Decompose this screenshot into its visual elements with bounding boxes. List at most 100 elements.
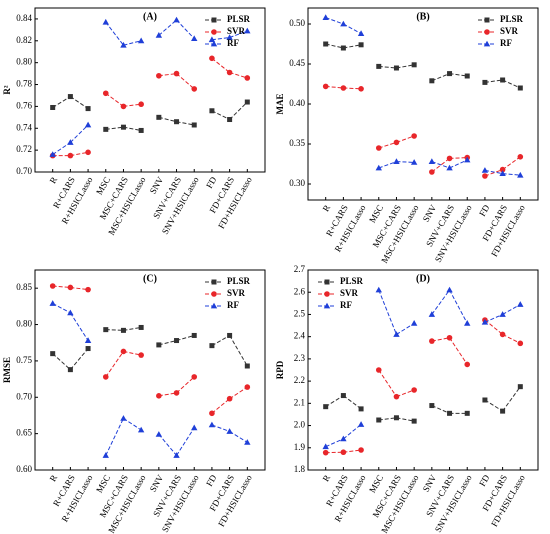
data-point: [103, 126, 109, 132]
data-point: [138, 324, 144, 330]
y-tick-label: 1.9: [294, 442, 306, 452]
plot-frame: [34, 269, 266, 471]
y-tick-label: 0.76: [16, 100, 32, 110]
series-line: [484, 399, 503, 412]
data-point: [446, 286, 453, 293]
panel-title: (A): [143, 11, 157, 22]
series-line: [229, 431, 248, 443]
series-line: [158, 73, 177, 77]
y-tick-label: 0.30: [289, 178, 305, 188]
data-point: [85, 149, 91, 156]
data-point: [174, 119, 180, 125]
series-line: [105, 126, 124, 130]
series-line: [325, 17, 344, 25]
series-line: [343, 395, 362, 410]
series-line: [378, 161, 397, 169]
series-line: [69, 312, 89, 341]
series-line: [396, 135, 415, 143]
panel-title: (C): [143, 273, 157, 284]
legend-marker: [210, 302, 218, 309]
data-point: [322, 443, 329, 450]
data-point: [429, 78, 435, 84]
series-line: [52, 96, 71, 108]
y-tick-label: 2.0: [294, 420, 306, 430]
x-tick-label: R: [321, 473, 333, 483]
y-tick-label: 0.45: [289, 58, 305, 68]
y-tick-label: 2.6: [294, 286, 306, 296]
y-tick-label: 2.4: [294, 331, 306, 341]
data-point: [358, 86, 364, 92]
data-point: [358, 42, 364, 48]
series-line: [378, 65, 397, 69]
data-point: [244, 363, 250, 369]
series-line: [158, 392, 177, 397]
data-point: [156, 114, 162, 120]
series-line: [105, 21, 124, 46]
legend-label: SVR: [227, 26, 246, 36]
panel-title: (D): [416, 273, 430, 284]
y-tick-label: 0.50: [289, 18, 305, 28]
data-point: [49, 300, 56, 306]
data-point: [226, 69, 233, 76]
y-tick-label: 0.80: [16, 57, 32, 67]
series-line: [484, 169, 503, 177]
data-point: [322, 83, 329, 90]
data-point: [464, 156, 471, 163]
data-point: [120, 327, 126, 333]
data-point: [517, 171, 524, 178]
data-point: [464, 410, 470, 416]
data-point: [358, 447, 364, 453]
data-point: [85, 286, 91, 293]
data-point: [120, 103, 127, 110]
series-line: [229, 101, 248, 120]
x-tick-label: FD: [204, 175, 219, 190]
series-line: [502, 386, 521, 412]
plot-frame: [307, 269, 539, 471]
panel-title: (B): [416, 11, 429, 22]
series-line: [484, 169, 503, 175]
data-point: [393, 158, 400, 164]
series-line: [325, 43, 344, 49]
series-line: [70, 286, 89, 291]
series-line: [176, 376, 195, 394]
legend-label: PLSR: [227, 14, 251, 24]
legend-label: RF: [340, 300, 352, 310]
data-point: [85, 106, 91, 112]
data-point: [174, 338, 180, 344]
legend-label: SVR: [340, 288, 359, 298]
data-point: [191, 86, 198, 92]
y-axis-label: RMSE: [2, 357, 12, 383]
data-point: [411, 62, 417, 68]
series-line: [343, 424, 362, 440]
x-tick-label: MSC: [367, 203, 385, 224]
y-tick-label: 0.85: [16, 282, 32, 292]
x-tick-label: SNV: [421, 203, 439, 224]
series-line: [396, 322, 415, 335]
data-point: [173, 452, 180, 458]
legend-label: RF: [227, 300, 239, 310]
y-axis-label: R²: [2, 85, 12, 94]
y-tick-label: 0.74: [16, 122, 32, 132]
data-point: [340, 393, 346, 399]
data-point: [393, 331, 400, 337]
series-line: [431, 405, 450, 414]
data-point: [446, 164, 453, 171]
legend-marker: [484, 17, 490, 23]
series-line: [378, 369, 397, 397]
y-tick-label: 2.5: [294, 309, 306, 319]
data-point: [517, 85, 523, 91]
x-tick-label: R: [321, 203, 333, 213]
series-line: [502, 156, 521, 171]
data-point: [156, 72, 162, 79]
data-point: [323, 41, 329, 47]
data-point: [393, 139, 400, 146]
data-point: [375, 286, 382, 293]
data-point: [67, 139, 74, 145]
data-point: [67, 152, 74, 159]
series-line: [123, 417, 142, 431]
legend-marker: [210, 40, 218, 47]
data-point: [191, 332, 197, 338]
series-line: [52, 353, 71, 371]
data-point: [173, 390, 180, 396]
